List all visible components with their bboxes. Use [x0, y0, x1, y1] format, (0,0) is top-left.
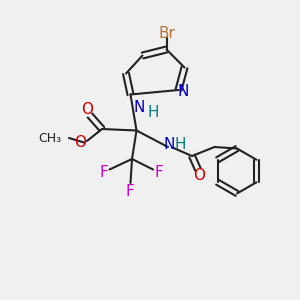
Text: Br: Br [158, 26, 175, 40]
Text: O: O [74, 135, 86, 150]
Text: N: N [134, 100, 145, 116]
Text: F: F [154, 165, 163, 180]
Text: O: O [81, 102, 93, 117]
Text: N: N [164, 137, 175, 152]
Text: F: F [125, 184, 134, 200]
Text: F: F [100, 165, 109, 180]
Text: O: O [194, 168, 206, 183]
Text: N: N [177, 84, 189, 99]
Text: H: H [175, 137, 186, 152]
Text: CH₃: CH₃ [38, 131, 61, 145]
Text: H: H [147, 105, 159, 120]
